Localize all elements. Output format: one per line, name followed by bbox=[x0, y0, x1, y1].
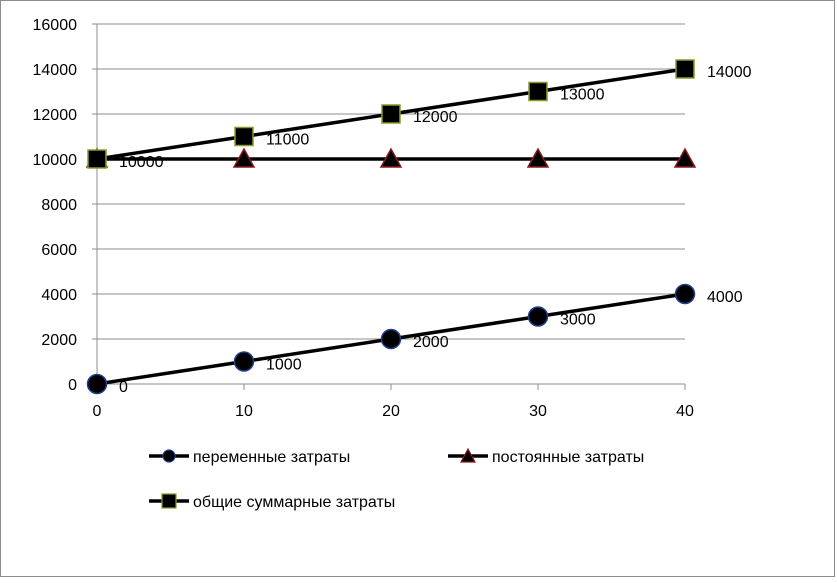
data-label: 14000 bbox=[707, 64, 752, 81]
x-tick-label: 10 bbox=[235, 403, 253, 420]
data-label: 1000 bbox=[266, 357, 302, 374]
legend-label: общие суммарные затраты bbox=[193, 494, 395, 511]
data-label: 0 bbox=[119, 379, 128, 396]
legend: переменные затраты постоянные затраты общи… bbox=[149, 447, 644, 511]
data-point-triangle bbox=[526, 147, 550, 168]
data-label: 12000 bbox=[413, 109, 458, 126]
data-point-square bbox=[381, 104, 401, 124]
legend-marker-square bbox=[161, 493, 177, 509]
data-label: 13000 bbox=[560, 87, 605, 104]
data-point-square bbox=[528, 81, 548, 102]
legend-entry: общие суммарные затраты bbox=[149, 493, 395, 511]
x-tick-label: 30 bbox=[529, 403, 547, 420]
data-point-circle bbox=[380, 328, 402, 350]
data-point-triangle bbox=[379, 147, 403, 168]
y-tick-label: 8000 bbox=[41, 197, 77, 214]
legend-entry: постоянные затраты bbox=[448, 447, 644, 466]
data-label: 2000 bbox=[413, 334, 449, 351]
data-label: 4000 bbox=[707, 289, 743, 306]
data-label: 3000 bbox=[560, 312, 596, 329]
gridlines bbox=[97, 23, 685, 340]
y-tick-label: 12000 bbox=[33, 107, 78, 124]
data-label: 10000 bbox=[119, 154, 164, 171]
data-point-triangle bbox=[232, 147, 256, 168]
x-tick-label: 20 bbox=[382, 403, 400, 420]
y-tick-label: 6000 bbox=[41, 242, 77, 259]
data-point-circle bbox=[233, 351, 255, 372]
x-tick-label: 0 bbox=[93, 403, 102, 420]
data-point-square bbox=[87, 149, 107, 169]
legend-marker-circle bbox=[162, 449, 176, 463]
legend-entry: переменные затраты bbox=[149, 449, 350, 466]
x-tick-label: 40 bbox=[676, 403, 694, 420]
data-point-circle bbox=[86, 373, 108, 395]
data-point-square bbox=[234, 126, 254, 147]
data-point-circle bbox=[527, 306, 549, 327]
y-tick-label: 14000 bbox=[33, 62, 78, 79]
data-point-triangle bbox=[673, 147, 697, 168]
data-label: 11000 bbox=[266, 132, 309, 149]
series bbox=[85, 59, 697, 395]
y-tick-label: 10000 bbox=[33, 152, 78, 169]
data-point-square bbox=[675, 59, 695, 79]
data-labels: 0 1000 2000 3000 4000 10000 11000 12000 13000 140… bbox=[119, 64, 752, 396]
y-tick-label: 2000 bbox=[41, 332, 77, 349]
y-tick-label: 16000 bbox=[33, 17, 78, 34]
y-tick-label: 4000 bbox=[41, 287, 77, 304]
legend-label: постоянные затраты bbox=[492, 449, 644, 466]
y-tick-label: 0 bbox=[68, 377, 77, 394]
legend-label: переменные затраты bbox=[193, 449, 350, 466]
legend-marker-triangle bbox=[459, 447, 477, 463]
data-point-circle bbox=[674, 283, 696, 305]
